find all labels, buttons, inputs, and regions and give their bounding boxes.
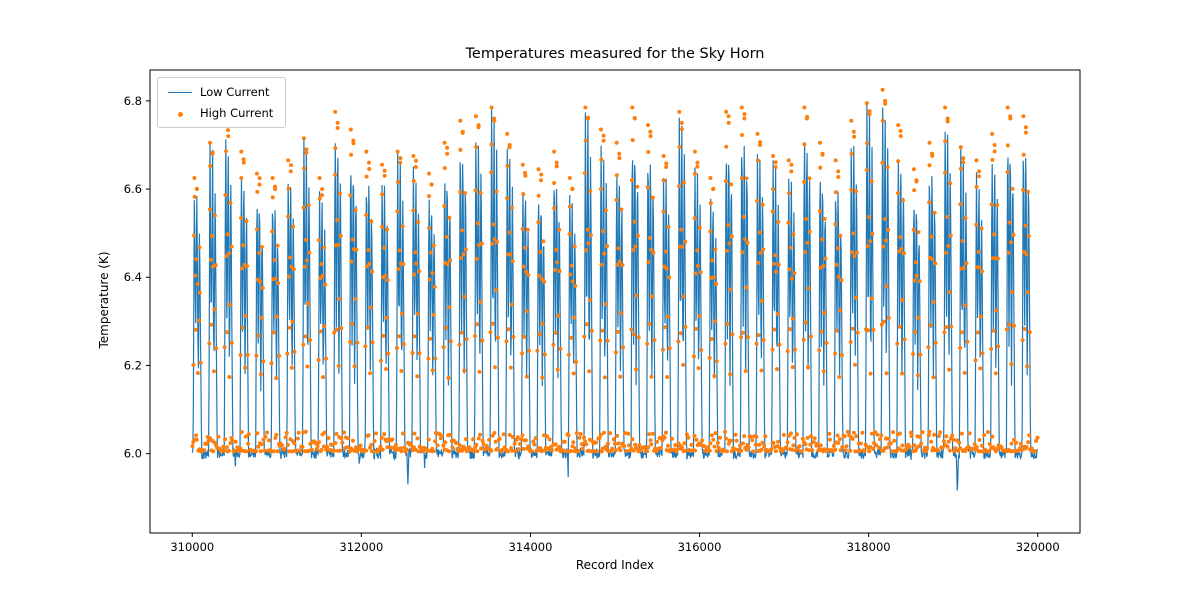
high-current-series xyxy=(190,87,1040,454)
legend: Low Current High Current xyxy=(157,77,287,128)
y-axis-label: Temperature (K) xyxy=(97,251,111,349)
x-axis-label: Record Index xyxy=(575,558,655,572)
legend-label-high-current: High Current xyxy=(200,106,274,120)
x-tick-label: 310000 xyxy=(170,540,214,554)
low-current-line-swatch xyxy=(168,91,192,93)
low-current-series xyxy=(191,103,1038,491)
chart-title: Temperatures measured for the Sky Horn xyxy=(465,46,765,62)
axes-frame xyxy=(149,69,1081,534)
legend-item-high-current: High Current xyxy=(168,106,273,120)
legend-item-low-current: Low Current xyxy=(168,85,273,99)
y-tick-label: 6.0 xyxy=(124,447,142,461)
x-tick-label: 318000 xyxy=(847,540,891,554)
x-tick-label: 312000 xyxy=(339,540,383,554)
y-tick-label: 6.4 xyxy=(124,270,142,284)
x-tick-label: 314000 xyxy=(509,540,553,554)
x-tick-label: 316000 xyxy=(678,540,722,554)
y-tick-label: 6.6 xyxy=(124,182,142,196)
y-tick-label: 6.8 xyxy=(124,94,142,108)
x-tick-label: 320000 xyxy=(1016,540,1060,554)
high-current-dot-swatch xyxy=(168,106,192,120)
legend-label-low-current: Low Current xyxy=(200,85,270,99)
y-tick-label: 6.2 xyxy=(124,358,142,372)
